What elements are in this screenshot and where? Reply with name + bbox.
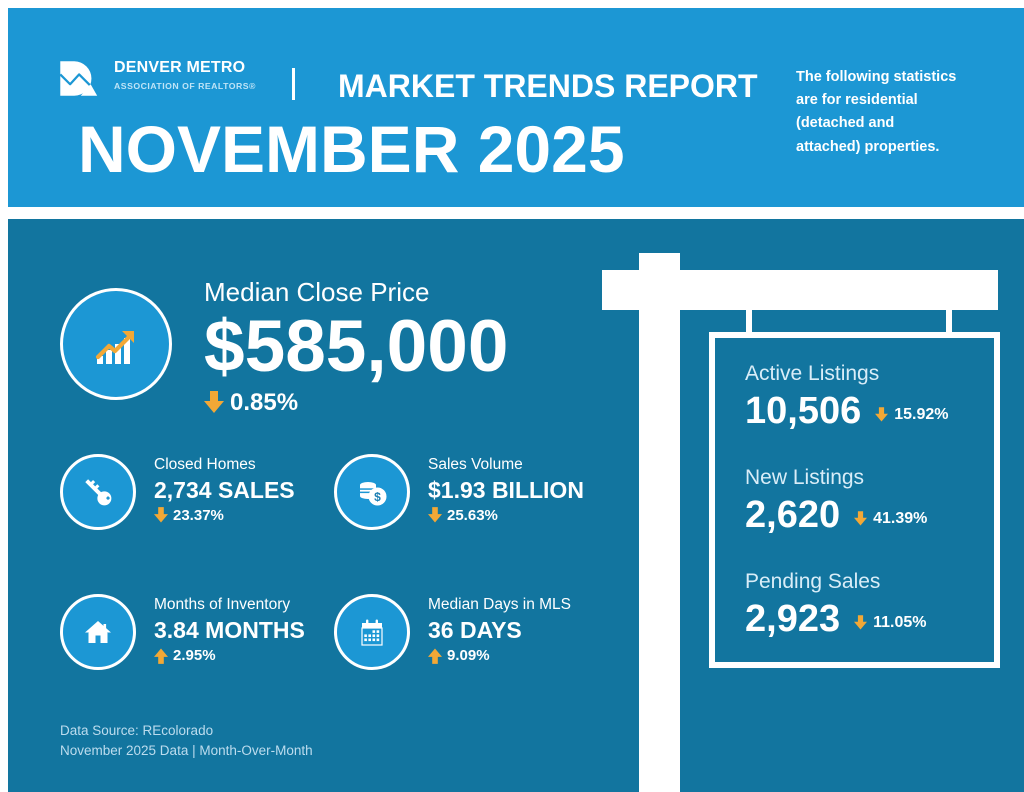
svg-text:$: $ [374, 490, 381, 504]
